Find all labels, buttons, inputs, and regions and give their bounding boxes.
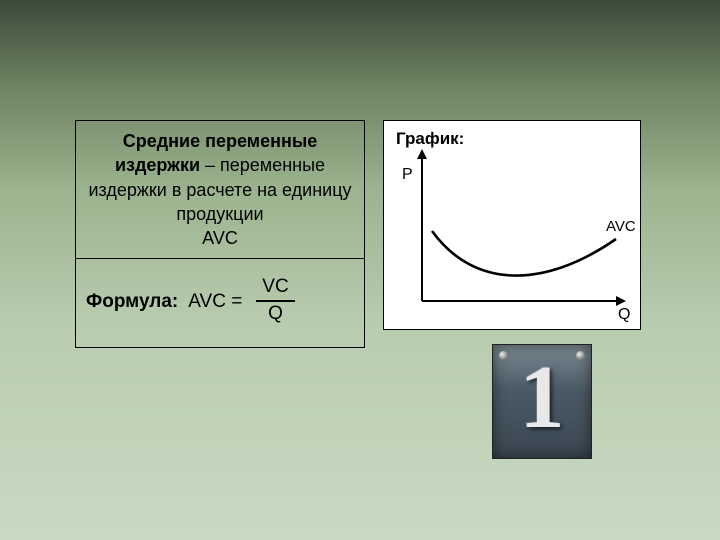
fraction-denominator: Q (262, 302, 289, 325)
formula-label: Формула: (86, 289, 178, 315)
number-plate: 1 (492, 344, 592, 459)
graph-svg: P Q AVC (384, 121, 642, 331)
definition-table: Средние переменные издержки – переменные… (75, 120, 365, 348)
definition-cell: Средние переменные издержки – переменные… (76, 121, 364, 259)
slide-content: Средние переменные издержки – переменные… (75, 120, 641, 459)
formula-lhs: AVC = (188, 289, 242, 315)
rivet-icon (576, 351, 585, 360)
fraction-numerator: VC (256, 277, 294, 300)
formula-cell: Формула: AVC = VC Q (76, 259, 364, 347)
svg-text:AVC: AVC (606, 218, 636, 235)
svg-text:Q: Q (618, 306, 630, 323)
plate-digit: 1 (520, 346, 565, 449)
rivet-icon (499, 351, 508, 360)
fraction: VC Q (256, 277, 294, 325)
graph-box: График: P Q AVC (383, 120, 641, 330)
graph-title: График: (396, 129, 464, 149)
right-column: График: P Q AVC 1 (383, 120, 641, 459)
term-symbol: AVC (202, 228, 238, 248)
svg-text:P: P (402, 166, 413, 183)
